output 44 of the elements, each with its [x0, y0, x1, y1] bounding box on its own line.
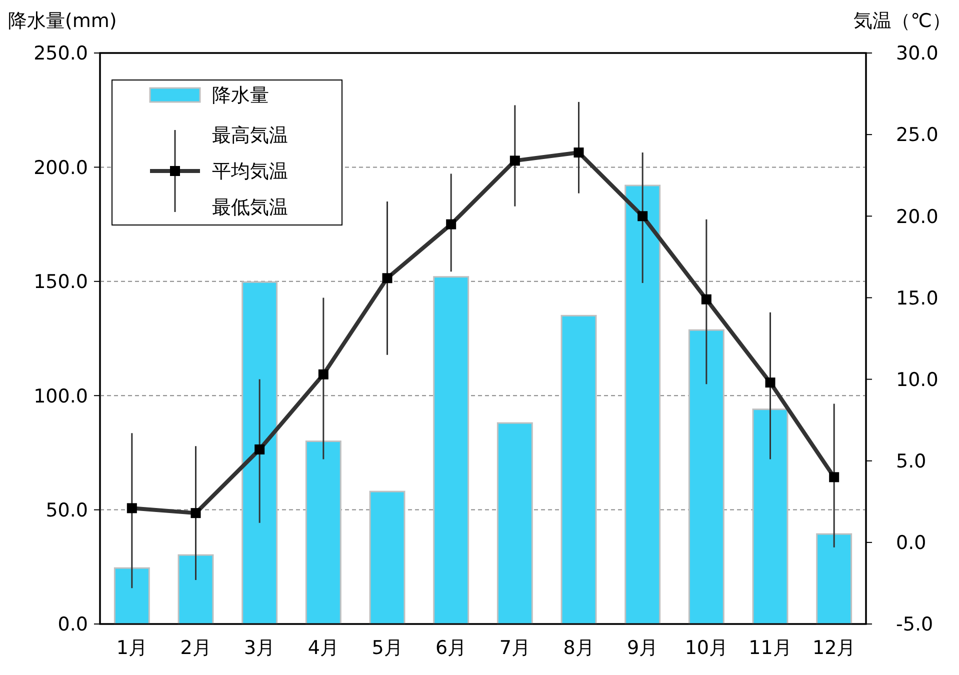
legend-label: 平均気温 — [212, 160, 288, 183]
y2-tick-label: 25.0 — [896, 124, 938, 146]
bar — [305, 440, 342, 625]
x-tick-label: 4月 — [308, 637, 339, 659]
annotation: 最低気温 — [212, 196, 288, 219]
bar — [624, 184, 661, 625]
bar — [816, 533, 852, 625]
y-tick-label: 100.0 — [34, 385, 88, 408]
y2-tick-label: 10.0 — [896, 368, 938, 391]
x-tick-label: 9月 — [627, 637, 658, 659]
x-tick-label: 5月 — [372, 637, 403, 659]
x-tick-label: 11月 — [748, 637, 792, 659]
bar — [752, 408, 788, 625]
y2-tick-label: 30.0 — [896, 42, 938, 65]
y2-axis-title: 気温（℃） — [854, 10, 951, 32]
y-axis-title: 降水量(mm) — [8, 10, 117, 32]
x-tick-label: 6月 — [436, 637, 467, 659]
x-tick-label: 10月 — [684, 637, 728, 659]
x-tick-label: 7月 — [499, 637, 530, 659]
bar — [369, 490, 406, 625]
bar — [688, 329, 724, 625]
y2-tick-label: 15.0 — [896, 287, 938, 310]
y2-tick-label: 0.0 — [896, 532, 926, 554]
y-tick-label: 0.0 — [58, 614, 88, 636]
y-tick-label: 150.0 — [34, 271, 88, 294]
y-tick-label: 250.0 — [34, 42, 88, 65]
y2-tick-label: 20.0 — [896, 206, 938, 228]
bar — [114, 567, 150, 625]
bar — [433, 276, 470, 625]
y2-tick-label: 5.0 — [896, 450, 926, 473]
legend-label: 降水量 — [212, 84, 269, 107]
x-tick-label: 12月 — [812, 637, 856, 659]
annotation: 最高気温 — [212, 124, 288, 147]
x-tick-label: 8月 — [563, 637, 594, 659]
y-tick-label: 200.0 — [34, 156, 88, 179]
bar — [178, 554, 214, 625]
y-tick-label: 50.0 — [46, 499, 88, 522]
bar — [496, 422, 533, 625]
x-tick-label: 2月 — [180, 637, 212, 659]
y2-tick-label: -5.0 — [896, 614, 934, 636]
x-tick-label: 1月 — [116, 637, 148, 659]
x-tick-label: 3月 — [244, 637, 276, 659]
bar — [242, 281, 278, 625]
bar — [560, 314, 597, 625]
